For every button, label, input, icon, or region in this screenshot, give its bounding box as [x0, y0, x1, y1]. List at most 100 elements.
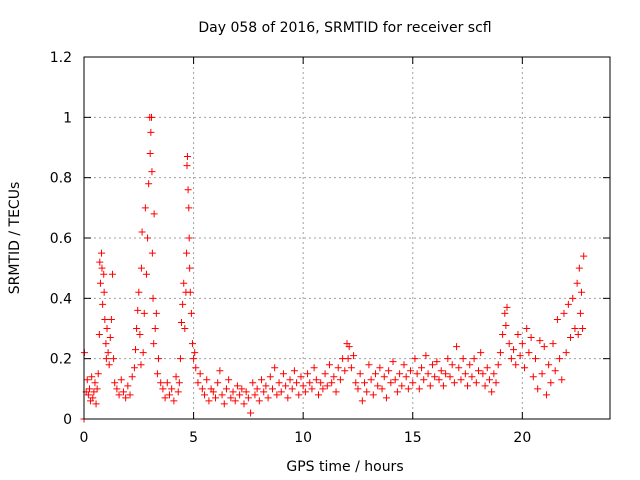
data-point	[492, 379, 500, 387]
data-point	[534, 385, 542, 393]
x-tick-label: 0	[80, 430, 89, 446]
data-point	[137, 361, 145, 369]
data-point	[564, 300, 572, 308]
data-point	[446, 373, 454, 381]
data-point	[435, 376, 443, 384]
data-point	[201, 391, 209, 399]
data-point	[179, 300, 187, 308]
y-tick-label: 0.8	[50, 171, 72, 187]
data-point	[341, 367, 349, 375]
data-point	[536, 337, 544, 345]
data-point	[315, 391, 323, 399]
data-point	[152, 309, 160, 317]
data-point	[319, 385, 327, 393]
data-point	[483, 364, 491, 372]
data-point	[104, 349, 112, 357]
data-point	[317, 379, 325, 387]
data-point	[113, 385, 121, 393]
data-point	[183, 249, 191, 257]
data-point	[560, 309, 568, 317]
data-point	[521, 364, 529, 372]
data-point	[496, 349, 504, 357]
data-point	[187, 309, 195, 317]
data-point	[236, 391, 244, 399]
data-point	[284, 394, 292, 402]
data-point	[85, 385, 93, 393]
data-point	[505, 340, 513, 348]
data-point	[153, 370, 161, 378]
data-point	[325, 361, 333, 369]
y-axis-title: SRMTID / TECUs	[7, 182, 23, 295]
data-point	[144, 234, 152, 242]
data-point	[453, 343, 461, 351]
data-point	[244, 394, 252, 402]
data-point	[137, 264, 145, 272]
data-point	[186, 264, 194, 272]
data-point	[567, 334, 575, 342]
data-point	[175, 379, 183, 387]
data-point	[170, 397, 178, 405]
data-point	[428, 361, 436, 369]
data-point	[205, 397, 213, 405]
data-point	[378, 385, 386, 393]
data-point	[398, 382, 406, 390]
data-point	[404, 385, 412, 393]
data-point	[105, 361, 113, 369]
data-point	[100, 288, 108, 296]
data-point	[418, 364, 426, 372]
data-point	[262, 382, 270, 390]
data-point	[139, 349, 147, 357]
data-point	[174, 388, 182, 396]
data-point	[306, 379, 314, 387]
data-point	[227, 394, 235, 402]
data-point	[413, 370, 421, 378]
data-point	[145, 180, 153, 188]
data-point	[124, 382, 132, 390]
data-point	[192, 364, 200, 372]
data-point	[569, 294, 577, 302]
data-point	[545, 361, 553, 369]
data-point	[502, 321, 510, 329]
data-point	[387, 379, 395, 387]
data-point	[150, 210, 158, 218]
y-tick-label: 0	[63, 412, 72, 428]
data-point	[382, 394, 390, 402]
data-point	[336, 376, 344, 384]
data-point	[481, 382, 489, 390]
data-point	[540, 343, 548, 351]
data-point	[354, 385, 362, 393]
axis-ticks: 0 5 10 15 20 0 0.2 0.4 0.6 0.8 1 1.2	[50, 50, 610, 446]
x-axis-title: GPS time / hours	[286, 459, 403, 475]
data-point	[249, 379, 257, 387]
data-point	[148, 249, 156, 257]
data-point	[547, 379, 555, 387]
data-point	[98, 249, 106, 257]
data-point	[184, 186, 192, 194]
data-point	[510, 346, 518, 354]
data-point	[411, 355, 419, 363]
data-point	[108, 270, 116, 278]
data-point	[518, 340, 526, 348]
data-point	[117, 376, 125, 384]
data-point	[409, 379, 417, 387]
data-point	[402, 373, 410, 381]
data-point	[100, 270, 108, 278]
data-point	[138, 228, 146, 236]
data-point	[344, 355, 352, 363]
data-point	[266, 373, 274, 381]
data-point	[268, 385, 276, 393]
data-point	[293, 379, 301, 387]
data-point	[374, 382, 382, 390]
x-tick-label: 10	[294, 430, 312, 446]
data-point	[542, 391, 550, 399]
data-point	[178, 318, 186, 326]
data-point	[562, 349, 570, 357]
data-point	[472, 379, 480, 387]
data-point	[271, 364, 279, 372]
data-point	[556, 355, 564, 363]
data-point	[455, 364, 463, 372]
data-point	[459, 355, 467, 363]
data-point	[457, 376, 465, 384]
data-point	[396, 370, 404, 378]
